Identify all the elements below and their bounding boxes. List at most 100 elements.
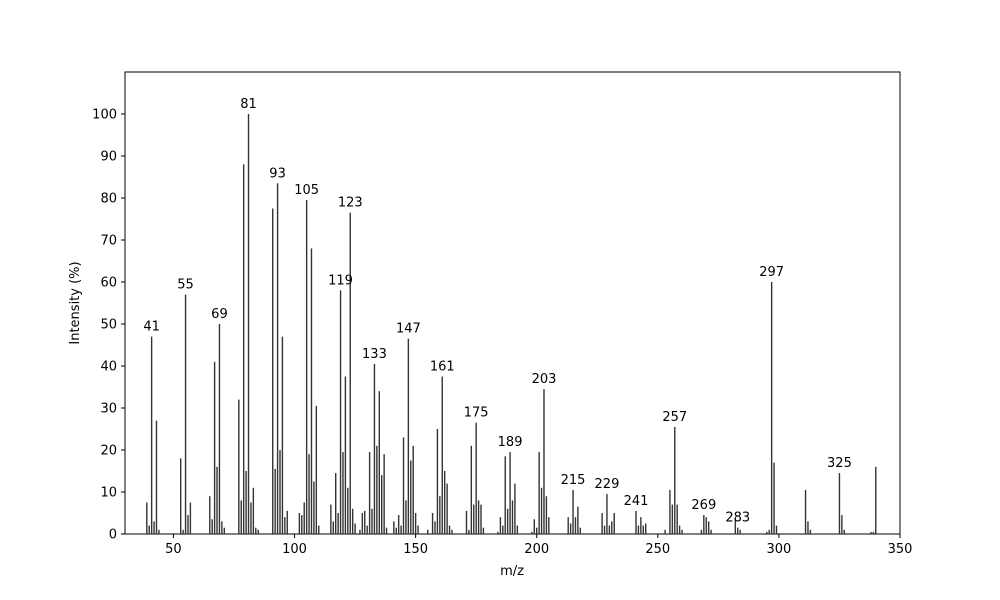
y-tick-label: 50 [100,318,117,333]
peak [366,525,368,534]
peak [412,445,414,534]
peak [705,517,707,534]
y-tick-label: 30 [100,402,117,417]
peak-label: 147 [396,322,421,337]
peak [272,208,274,534]
peak [502,525,504,534]
peak-label: 175 [464,406,489,421]
peak [410,460,412,534]
peak [775,525,778,534]
peak [371,508,373,534]
peak [242,164,245,534]
peak [284,517,286,534]
peak [308,454,310,534]
x-tick-label: 300 [766,542,791,557]
peak [545,496,548,534]
peak [303,502,305,534]
peak [499,517,502,534]
peak [635,510,637,534]
peak [766,531,768,534]
peak [497,531,499,534]
peak [351,508,354,534]
peak [298,513,301,534]
peak [402,437,405,534]
peak [216,466,218,534]
peak [577,506,579,534]
peak-label: 55 [177,278,194,293]
peak [373,363,376,534]
y-tick-label: 10 [100,486,117,501]
peak [255,527,257,534]
y-tick-label: 100 [92,108,117,123]
y-axis-label: Intensity (%) [68,261,83,344]
peak [330,504,332,534]
peak [480,504,482,534]
peak [768,529,770,534]
peak [640,517,642,534]
peak [414,513,417,534]
peak-label: 283 [725,511,750,526]
peak [841,515,843,534]
peak [465,510,468,534]
peak [250,502,252,534]
peak-label: 41 [143,320,160,335]
peak [574,517,577,534]
peak [843,529,845,534]
y-tick-label: 40 [100,360,117,375]
peak [669,489,671,534]
peak [579,527,582,534]
plot-frame [124,71,901,535]
peak [335,473,337,534]
y-tick-label: 90 [100,150,117,165]
peak [305,200,308,534]
peak [276,183,279,535]
peak [310,248,313,534]
peak [349,212,351,534]
peak [642,525,644,534]
peak [637,525,640,534]
peak [770,282,773,534]
peak [451,529,453,534]
peak-label: 325 [827,456,852,471]
peak [245,471,247,534]
peak [187,515,189,534]
peak [603,525,606,534]
peak-label: 257 [662,410,687,425]
peak [148,525,150,534]
peak [397,515,400,534]
x-tick-label: 200 [524,542,549,557]
peak [710,529,712,534]
peak-label: 269 [691,498,716,513]
peak-label: 123 [338,196,363,211]
peak [473,504,475,534]
peak [378,391,380,534]
peak-label: 189 [498,435,523,450]
peak [875,466,877,534]
peak [359,529,361,534]
y-tick-label: 20 [100,444,117,459]
peak [446,483,448,534]
peak [221,521,223,534]
peak [301,515,303,534]
peak [707,521,710,534]
peak [368,452,371,534]
peak [443,471,446,534]
peak [153,521,155,534]
peak [344,376,347,534]
x-tick-label: 150 [403,542,428,557]
peak-label: 105 [294,183,319,198]
y-tick-label: 70 [100,234,117,249]
peak [342,452,344,534]
peak [674,426,676,534]
peak [381,475,383,534]
peak [475,422,477,534]
peak-label: 81 [240,97,257,112]
x-tick-label: 350 [888,542,913,557]
peak [531,531,533,534]
x-tick-label: 50 [165,542,182,557]
peak [431,513,434,534]
peak [252,487,255,534]
peak-label: 93 [269,166,286,181]
peak [664,529,666,534]
peak-label: 203 [532,372,557,387]
